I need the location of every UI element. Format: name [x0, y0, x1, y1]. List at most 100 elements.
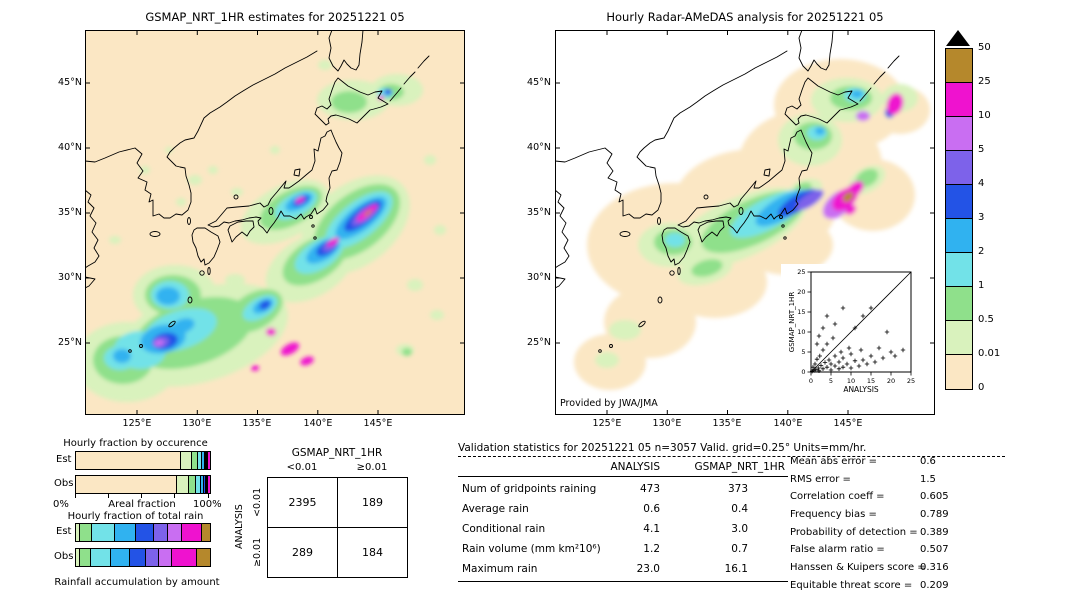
- score-label: RMS error =: [790, 473, 851, 485]
- contingency-cell: 289: [268, 528, 338, 578]
- colorbar-label: 50: [978, 42, 991, 53]
- bar-segment: [195, 476, 201, 493]
- left-map-panel: [84, 29, 466, 419]
- score-value: 1.5: [920, 473, 936, 485]
- score-value: 0.316: [920, 562, 949, 574]
- validation-gsmap-value: 3.0: [731, 523, 748, 535]
- bar-segment: [207, 476, 210, 493]
- colorbar-segment: [946, 151, 972, 185]
- lon-tick-label: 135°E: [242, 418, 272, 429]
- lat-tick-label: 40°N: [58, 142, 82, 153]
- map-border: [85, 30, 465, 415]
- score-label: Mean abs error =: [790, 456, 878, 467]
- bar-segment: [204, 452, 207, 469]
- total-rain-chart-caption: Rainfall accumulation by amount: [54, 577, 220, 588]
- validation-gsmap-value: 0.7: [731, 543, 748, 555]
- one-to-one-line: [810, 271, 912, 373]
- right-map-svg: 00 5 5 10 10 15 15 20 20 25 25 ANALYSIS GSMAP_NRT_…: [554, 29, 936, 416]
- lon-tick-label: 140°E: [303, 418, 333, 429]
- colorbar-label: 2: [978, 246, 985, 257]
- score-label: Equitable threat score =: [790, 579, 913, 591]
- bar-segment: [145, 549, 160, 566]
- total-rain-obs-label: Obs: [54, 551, 74, 562]
- lat-tick-label: 45°N: [527, 77, 551, 88]
- score-value: 0.789: [920, 509, 949, 521]
- contingency-row-label: <0.01: [252, 487, 263, 517]
- lon-tick-label: 130°E: [652, 418, 682, 429]
- right-map-title: Hourly Radar-AMeDAS analysis for 2025122…: [606, 10, 884, 24]
- bar-segment: [76, 549, 81, 566]
- colorbar-segment: [946, 49, 972, 83]
- lat-tick-label: 25°N: [527, 337, 551, 348]
- svg-text:0: 0: [809, 377, 813, 385]
- scatter-points: [810, 305, 906, 374]
- bar-segment: [153, 524, 169, 541]
- validation-gsmap-value: 0.4: [731, 503, 748, 515]
- lat-tick-label: 40°N: [527, 142, 551, 153]
- validation-row-label: Maximum rain: [462, 563, 538, 575]
- svg-text:5: 5: [801, 348, 805, 356]
- svg-text:15: 15: [797, 308, 805, 316]
- svg-text:20: 20: [797, 288, 805, 296]
- colorbar-segments: [945, 48, 973, 390]
- colorbar-segment: [946, 355, 972, 389]
- bar-segment: [172, 549, 197, 566]
- axis-tick: [75, 494, 76, 498]
- contingency-cell: 184: [338, 528, 408, 578]
- bar-segment: [76, 524, 81, 541]
- inset-ylabel: GSMAP_NRT_1HR: [788, 292, 796, 353]
- contingency-cell: 2395: [268, 478, 338, 528]
- svg-text:10: 10: [797, 328, 805, 336]
- colorbar-segment: [946, 219, 972, 253]
- bar-segment: [76, 452, 181, 469]
- bar-segment: [200, 476, 204, 493]
- lon-tick-label: 125°E: [122, 418, 152, 429]
- bar-segment: [201, 524, 210, 541]
- axis-title: Areal fraction: [108, 499, 176, 510]
- svg-text:25: 25: [907, 377, 915, 385]
- colorbar-label: 0.01: [978, 348, 1001, 359]
- lon-tick-label: 145°E: [833, 418, 863, 429]
- inset-xlabel: ANALYSIS: [843, 385, 879, 394]
- score-label: Probability of detection =: [790, 526, 918, 538]
- bar-segment: [207, 452, 209, 469]
- colorbar-label: 25: [978, 76, 991, 87]
- left-precipitation-field: [85, 60, 446, 402]
- total-rain-est-bar: [75, 523, 211, 542]
- lon-tick-label: 135°E: [712, 418, 742, 429]
- score-row: Frequency bias = 0.789: [790, 509, 1015, 527]
- score-row: Mean abs error = 0.6: [790, 456, 1015, 474]
- svg-text:25: 25: [797, 268, 805, 276]
- bar-segment: [90, 549, 111, 566]
- validation-analysis-value: 23.0: [636, 563, 660, 575]
- lat-tick-label: 35°N: [58, 207, 82, 218]
- bar-segment: [110, 549, 130, 566]
- svg-text:5: 5: [829, 377, 833, 385]
- inset-scatter-plot: 00 5 5 10 10 15 15 20 20 25 25 ANALYSIS GSMAP_NRT_…: [781, 264, 919, 402]
- validation-analysis-value: 0.6: [643, 503, 660, 515]
- axis-tick: [141, 494, 142, 498]
- axis-tick: [208, 494, 209, 498]
- score-label: False alarm ratio =: [790, 544, 885, 556]
- occurrence-obs-label: Obs: [54, 478, 74, 489]
- colorbar-segment: [946, 321, 972, 355]
- colorbar-segment: [946, 185, 972, 219]
- divider: [458, 476, 788, 477]
- score-row: False alarm ratio = 0.507: [790, 544, 1015, 562]
- colorbar-segment: [946, 117, 972, 151]
- score-row: Correlation coeff = 0.605: [790, 491, 1015, 509]
- bar-segment: [191, 452, 198, 469]
- total-rain-chart-title: Hourly fraction of total rain: [67, 511, 204, 522]
- bar-segment: [188, 476, 196, 493]
- bar-segment: [180, 452, 192, 469]
- bar-segment: [201, 452, 205, 469]
- contingency-cell: 189: [338, 478, 408, 528]
- lon-tick-label: 145°E: [363, 418, 393, 429]
- lat-tick-label: 25°N: [58, 337, 82, 348]
- colorbar-label: 10: [978, 110, 991, 121]
- validation-analysis-value: 1.2: [643, 543, 660, 555]
- validation-gsmap-value: 373: [727, 483, 748, 495]
- score-label: Hanssen & Kuipers score =: [790, 562, 926, 574]
- colorbar-overflow-triangle-icon: [946, 30, 970, 46]
